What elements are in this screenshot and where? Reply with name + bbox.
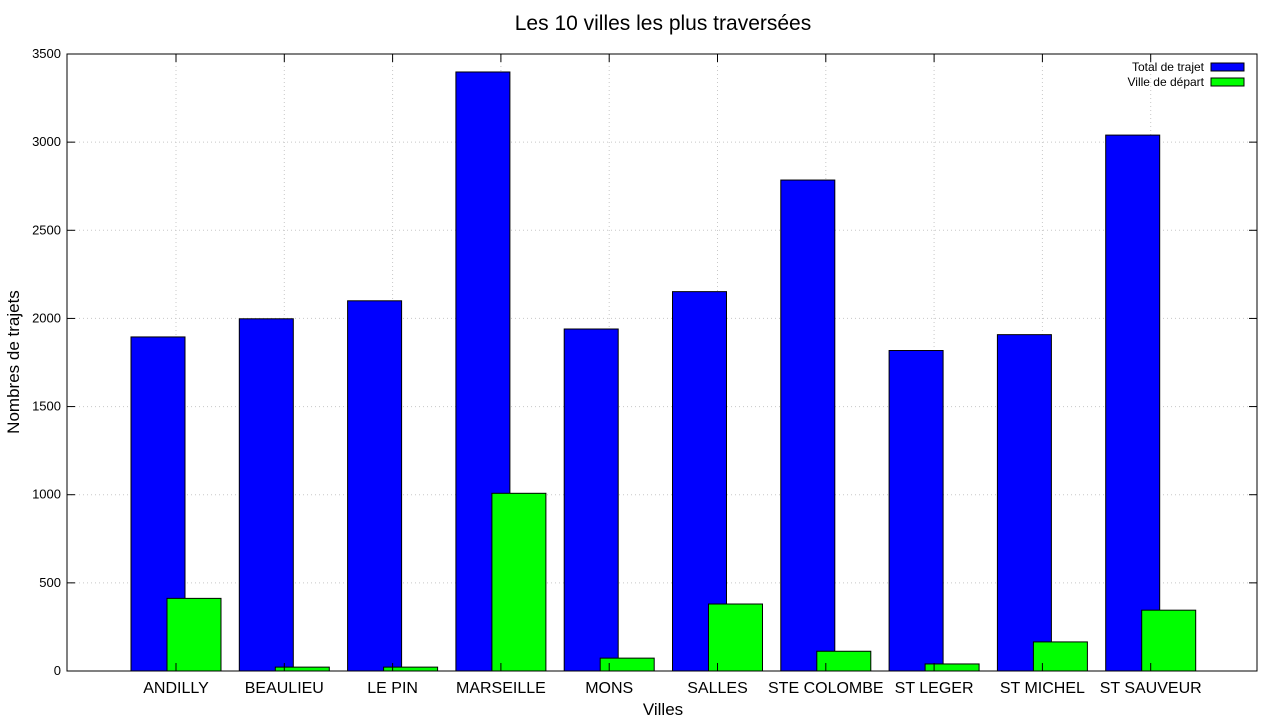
legend-label: Ville de départ — [1128, 75, 1205, 89]
x-tick-label: ST SAUVEUR — [1100, 680, 1202, 697]
bar-ville-depart — [274, 666, 330, 672]
bar-total-trajet — [563, 328, 619, 672]
bar-total-trajet — [996, 334, 1052, 672]
x-axis-label: Villes — [643, 700, 683, 719]
bar-total-trajet — [347, 300, 403, 672]
bar-total-trajet — [1105, 134, 1161, 672]
y-tick-label: 1000 — [32, 487, 61, 502]
x-tick-label: STE COLOMBE — [768, 680, 884, 697]
bars-group — [130, 71, 1197, 672]
bar-ville-depart — [166, 597, 222, 672]
bar-ville-depart — [708, 603, 763, 672]
x-tick-label: ANDILLY — [143, 680, 209, 697]
y-axis: 0 500 1000 1500 2000 2500 3000 3500 — [32, 46, 1257, 678]
bar-ville-depart — [599, 657, 655, 672]
bar-ville-depart — [491, 492, 547, 672]
x-tick-label: MARSEILLE — [456, 680, 546, 697]
bar-ville-depart — [383, 666, 439, 672]
x-tick-label: SALLES — [687, 680, 747, 697]
y-tick-label: 3500 — [32, 46, 61, 61]
bar-total-trajet — [888, 350, 944, 672]
plot-frame — [66, 53, 1258, 672]
legend-swatch — [1210, 62, 1245, 72]
bar-ville-depart — [1032, 641, 1088, 672]
bar-total-trajet — [238, 318, 294, 672]
x-tick-label: ST LEGER — [895, 680, 974, 697]
x-tick-label: LE PIN — [367, 680, 418, 697]
y-tick-label: 500 — [39, 575, 61, 590]
y-tick-label: 1500 — [32, 399, 61, 414]
x-tick-label: ST MICHEL — [1000, 680, 1085, 697]
y-tick-label: 2000 — [32, 310, 61, 325]
y-tick-label: 3000 — [32, 134, 61, 149]
x-tick-label: MONS — [585, 680, 633, 697]
bar-total-trajet — [780, 179, 836, 672]
y-tick-label: 0 — [54, 663, 61, 678]
legend-swatch — [1210, 77, 1245, 87]
y-axis-label: Nombres de trajets — [4, 290, 23, 434]
bar-ville-depart — [1141, 609, 1197, 672]
chart-title: Les 10 villes les plus traversées — [515, 12, 811, 35]
x-axis: ANDILLY BEAULIEU LE PIN MARSEILLE MONS SALLES… — [143, 54, 1202, 697]
legend-label: Total de trajet — [1132, 60, 1205, 74]
bar-ville-depart — [816, 650, 872, 672]
x-tick-label: BEAULIEU — [245, 680, 324, 697]
bar-ville-depart — [924, 663, 980, 672]
y-tick-label: 2500 — [32, 222, 61, 237]
